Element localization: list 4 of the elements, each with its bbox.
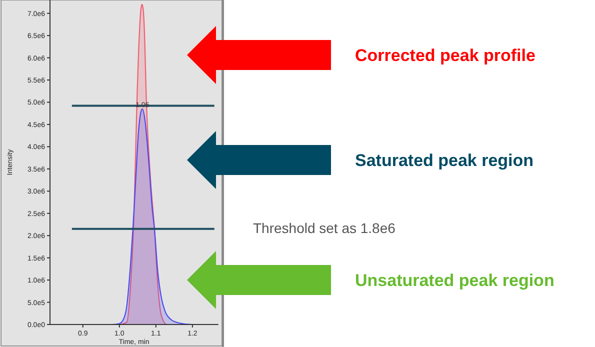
text: Saturated peak region [355, 151, 534, 170]
text: Unsaturated peak region [355, 271, 554, 290]
text: Corrected peak profile [355, 46, 536, 65]
text: Threshold set as 1.8e6 [253, 220, 396, 236]
